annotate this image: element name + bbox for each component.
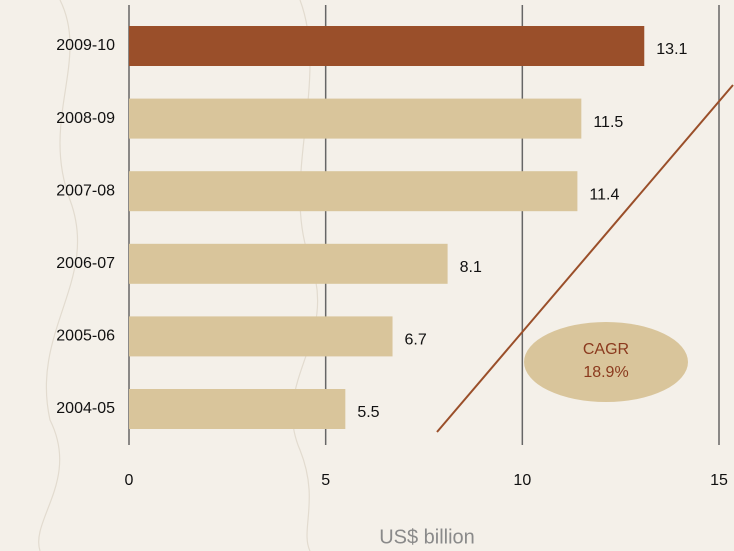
value-label: 11.4 <box>589 186 619 203</box>
y-tick-label: 2008-09 <box>56 110 115 127</box>
bar <box>129 389 346 429</box>
bar <box>129 316 393 357</box>
bar <box>129 243 448 284</box>
x-axis-label: US$ billion <box>379 526 475 548</box>
value-label: 6.7 <box>405 332 427 349</box>
value-label: 8.1 <box>460 259 482 276</box>
bar <box>129 26 645 66</box>
cagr-title: CAGR <box>583 341 629 358</box>
value-label: 5.5 <box>357 404 379 421</box>
y-tick-label: 2009-10 <box>56 37 115 54</box>
value-label: 11.5 <box>593 114 623 131</box>
y-tick-label: 2005-06 <box>56 328 115 345</box>
x-tick-label: 5 <box>321 472 330 489</box>
y-tick-label: 2004-05 <box>56 400 115 417</box>
cagr-bubble <box>524 322 688 402</box>
x-tick-label: 0 <box>125 472 134 489</box>
x-tick-label: 15 <box>710 472 728 489</box>
y-tick-label: 2007-08 <box>56 182 115 199</box>
cagr-value: 18.9% <box>583 364 628 381</box>
bar <box>129 171 578 212</box>
value-label: 13.1 <box>656 41 687 58</box>
x-tick-label: 10 <box>513 472 531 489</box>
bar <box>129 98 582 139</box>
y-tick-label: 2006-07 <box>56 255 115 272</box>
trend-arrow <box>436 84 734 433</box>
